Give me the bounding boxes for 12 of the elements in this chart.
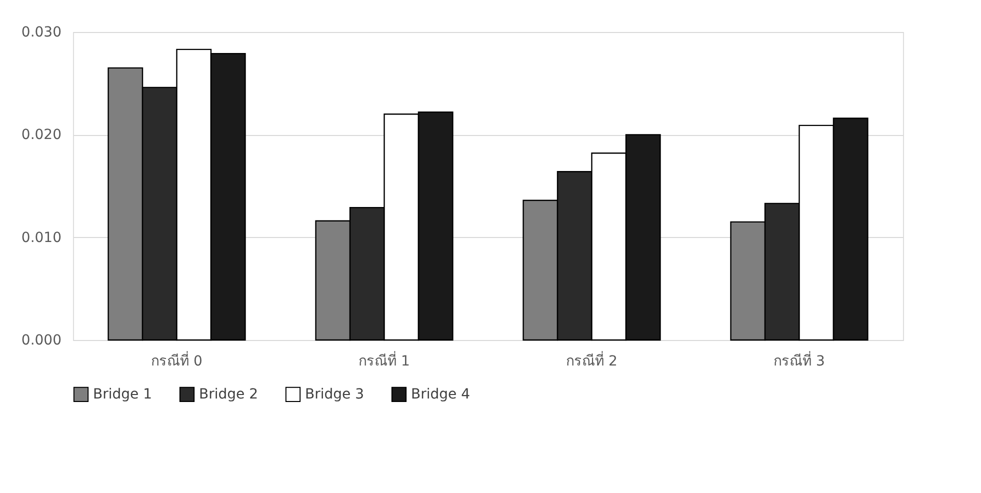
y-tick-label: 0.000 — [21, 332, 62, 348]
legend-label: Bridge 3 — [305, 386, 364, 402]
x-tick-label: กรณีที่ 3 — [774, 352, 825, 370]
x-tick-label: กรณีที่ 0 — [151, 352, 202, 370]
y-tick-label: 0.010 — [21, 230, 62, 246]
legend-label: Bridge 2 — [199, 386, 258, 402]
legend-label: Bridge 1 — [93, 386, 152, 402]
x-tick-label: กรณีที่ 1 — [358, 352, 410, 370]
y-tick-label: 0.030 — [21, 24, 62, 40]
legend-label: Bridge 4 — [411, 386, 470, 402]
x-tick-label: กรณีที่ 2 — [566, 352, 618, 370]
y-tick-label: 0.020 — [21, 127, 62, 144]
